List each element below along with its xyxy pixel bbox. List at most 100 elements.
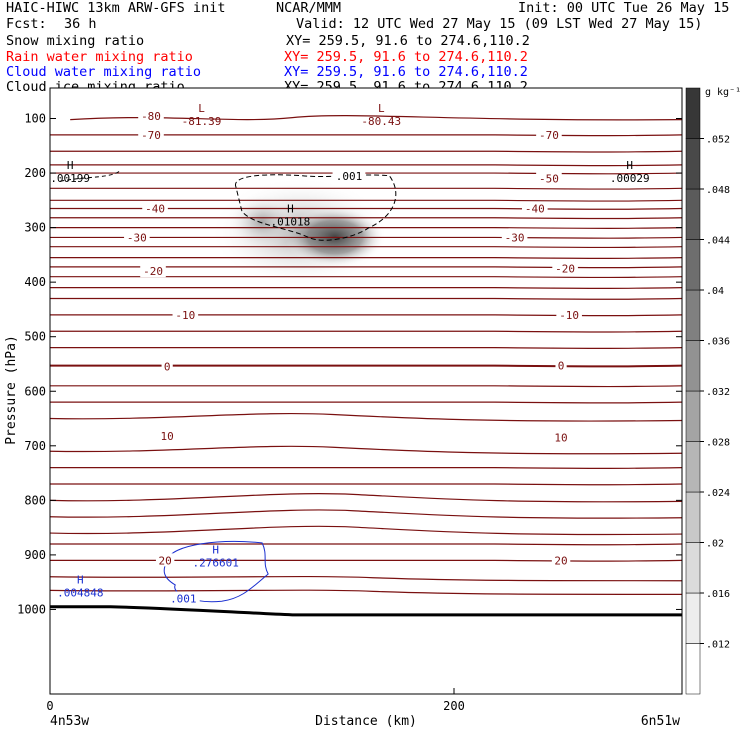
extremum-symbol: H bbox=[77, 574, 84, 587]
y-tick-label: 200 bbox=[24, 166, 46, 180]
y-tick-label: 1000 bbox=[17, 602, 46, 616]
y-tick-label: 600 bbox=[24, 384, 46, 398]
y-tick-label: 800 bbox=[24, 493, 46, 507]
isotherm-line bbox=[50, 509, 682, 519]
colorbar-tick-label: .052 bbox=[706, 135, 730, 146]
isotherm-label-bg bbox=[555, 358, 567, 372]
isotherm-line bbox=[50, 172, 682, 175]
extremum-value: .00029 bbox=[610, 172, 650, 185]
isotherm-line bbox=[50, 265, 682, 269]
isotherm-label-bg bbox=[161, 359, 173, 373]
extremum-symbol: H bbox=[626, 159, 633, 172]
isotherm-line bbox=[50, 543, 682, 546]
isotherm-label: -70 bbox=[539, 129, 559, 142]
y-tick-label: 700 bbox=[24, 439, 46, 453]
colorbar-bin bbox=[685, 239, 701, 291]
isotherm-label: 10 bbox=[554, 432, 567, 445]
extremum-symbol: H bbox=[212, 544, 219, 557]
isotherm-line bbox=[50, 346, 682, 349]
colorbar-bin bbox=[685, 138, 701, 190]
x-axis-ticks: 0 200 bbox=[46, 688, 465, 713]
x-endpoint-right: 6n51w bbox=[641, 714, 680, 729]
colorbar-bin bbox=[685, 390, 701, 442]
field-name-rain: Rain water mixing ratio bbox=[6, 49, 193, 65]
colorbar-units: g kg⁻¹ bbox=[705, 87, 740, 98]
isotherm-line bbox=[50, 297, 682, 300]
extremum-value: -81.39 bbox=[182, 115, 222, 128]
x-axis-label: Distance (km) bbox=[315, 714, 417, 729]
colorbar-bin bbox=[685, 340, 701, 392]
init-time: Init: 00 UTC Tue 26 May 15 bbox=[518, 0, 730, 16]
isotherm-line bbox=[50, 483, 682, 486]
cloud-ice-contours bbox=[60, 169, 397, 241]
org-label: NCAR/MMM bbox=[276, 0, 342, 16]
isotherm-label: -40 bbox=[145, 203, 165, 216]
isotherm-line bbox=[50, 286, 682, 289]
plot-area bbox=[50, 88, 682, 694]
y-tick-label: 500 bbox=[24, 330, 46, 344]
extremum-value: .01018 bbox=[271, 216, 311, 229]
isotherm-label-bg bbox=[552, 261, 578, 275]
y-tick-label: 900 bbox=[24, 548, 46, 562]
isotherm-label: 10 bbox=[161, 430, 174, 443]
isotherm-line bbox=[50, 256, 682, 259]
isotherm-label: -20 bbox=[555, 263, 575, 276]
extremum-symbol: L bbox=[378, 102, 385, 115]
isotherm-label-bg bbox=[551, 553, 571, 567]
extremum-symbol: H bbox=[287, 203, 294, 216]
valid-time: Valid: 12 UTC Wed 27 May 15 (09 LST Wed … bbox=[296, 16, 703, 32]
y-axis-label: Pressure (hPa) bbox=[4, 335, 19, 445]
extremum-value: .00199 bbox=[50, 172, 90, 185]
isotherm-label: -50 bbox=[539, 173, 559, 186]
isotherm-label-bg bbox=[138, 127, 164, 141]
colorbar-tick-label: .044 bbox=[706, 236, 730, 247]
isotherm-label: -30 bbox=[127, 231, 147, 244]
isotherm-label: -20 bbox=[143, 265, 163, 278]
isotherm-label: -70 bbox=[141, 129, 161, 142]
extremum-symbol: L bbox=[198, 102, 205, 115]
isotherm-line bbox=[50, 589, 682, 595]
field-contour-label-bg bbox=[166, 591, 200, 605]
isotherm-label: -80 bbox=[141, 110, 161, 123]
snow-shading bbox=[210, 177, 390, 287]
x-tick-label: 0 bbox=[46, 699, 53, 713]
colorbar-bin bbox=[685, 188, 701, 240]
isotherm-line bbox=[50, 133, 682, 137]
isotherm-line bbox=[50, 187, 682, 190]
isotherm-label-bg bbox=[556, 307, 582, 321]
isotherm-line bbox=[50, 199, 682, 202]
isotherm-label-bg bbox=[536, 127, 562, 141]
cloud-water-contours bbox=[163, 540, 269, 603]
forecast-label: Fcst: bbox=[6, 16, 47, 32]
extremum-value: -80.43 bbox=[361, 115, 401, 128]
isotherm-label: 0 bbox=[558, 360, 565, 373]
isotherm-line bbox=[50, 525, 682, 536]
colorbar-tick-label: .012 bbox=[706, 640, 730, 651]
extremum-value: .276601 bbox=[192, 557, 238, 570]
x-tick-label: 200 bbox=[443, 699, 465, 713]
isotherm-label-bg bbox=[501, 230, 528, 244]
colorbar-tick-label: .024 bbox=[706, 488, 730, 499]
colorbar-tick-label: .016 bbox=[706, 589, 730, 600]
colorbar-bin bbox=[685, 491, 701, 543]
field-name-cloud-water: Cloud water mixing ratio bbox=[6, 64, 202, 80]
forecast-hour: 36 h bbox=[64, 16, 97, 32]
field-contour-label: .001 bbox=[170, 593, 197, 606]
field-xy-rain: XY= 259.5, 91.6 to 274.6,110.2 bbox=[284, 49, 528, 65]
isotherm-label: -10 bbox=[559, 309, 579, 322]
isotherm-line bbox=[50, 330, 682, 333]
colorbar-tick-label: .048 bbox=[706, 185, 730, 196]
isotherm-label: -30 bbox=[505, 231, 525, 244]
contour-labels: -80 -70 -70 -50 -40 -40 -30 -30 -20 -20 -10 -10 0 0 10… bbox=[50, 102, 649, 606]
isotherm-label-bg bbox=[124, 230, 150, 244]
field-name-snow: Snow mixing ratio bbox=[6, 33, 145, 49]
isotherm-line bbox=[50, 559, 682, 562]
isotherm-line bbox=[50, 412, 682, 422]
isotherm-line bbox=[50, 245, 682, 249]
colorbar-bin bbox=[685, 441, 701, 493]
cloud-water-contour bbox=[163, 540, 269, 603]
isotherm-line bbox=[50, 163, 682, 167]
isotherm-label-bg bbox=[140, 264, 166, 278]
